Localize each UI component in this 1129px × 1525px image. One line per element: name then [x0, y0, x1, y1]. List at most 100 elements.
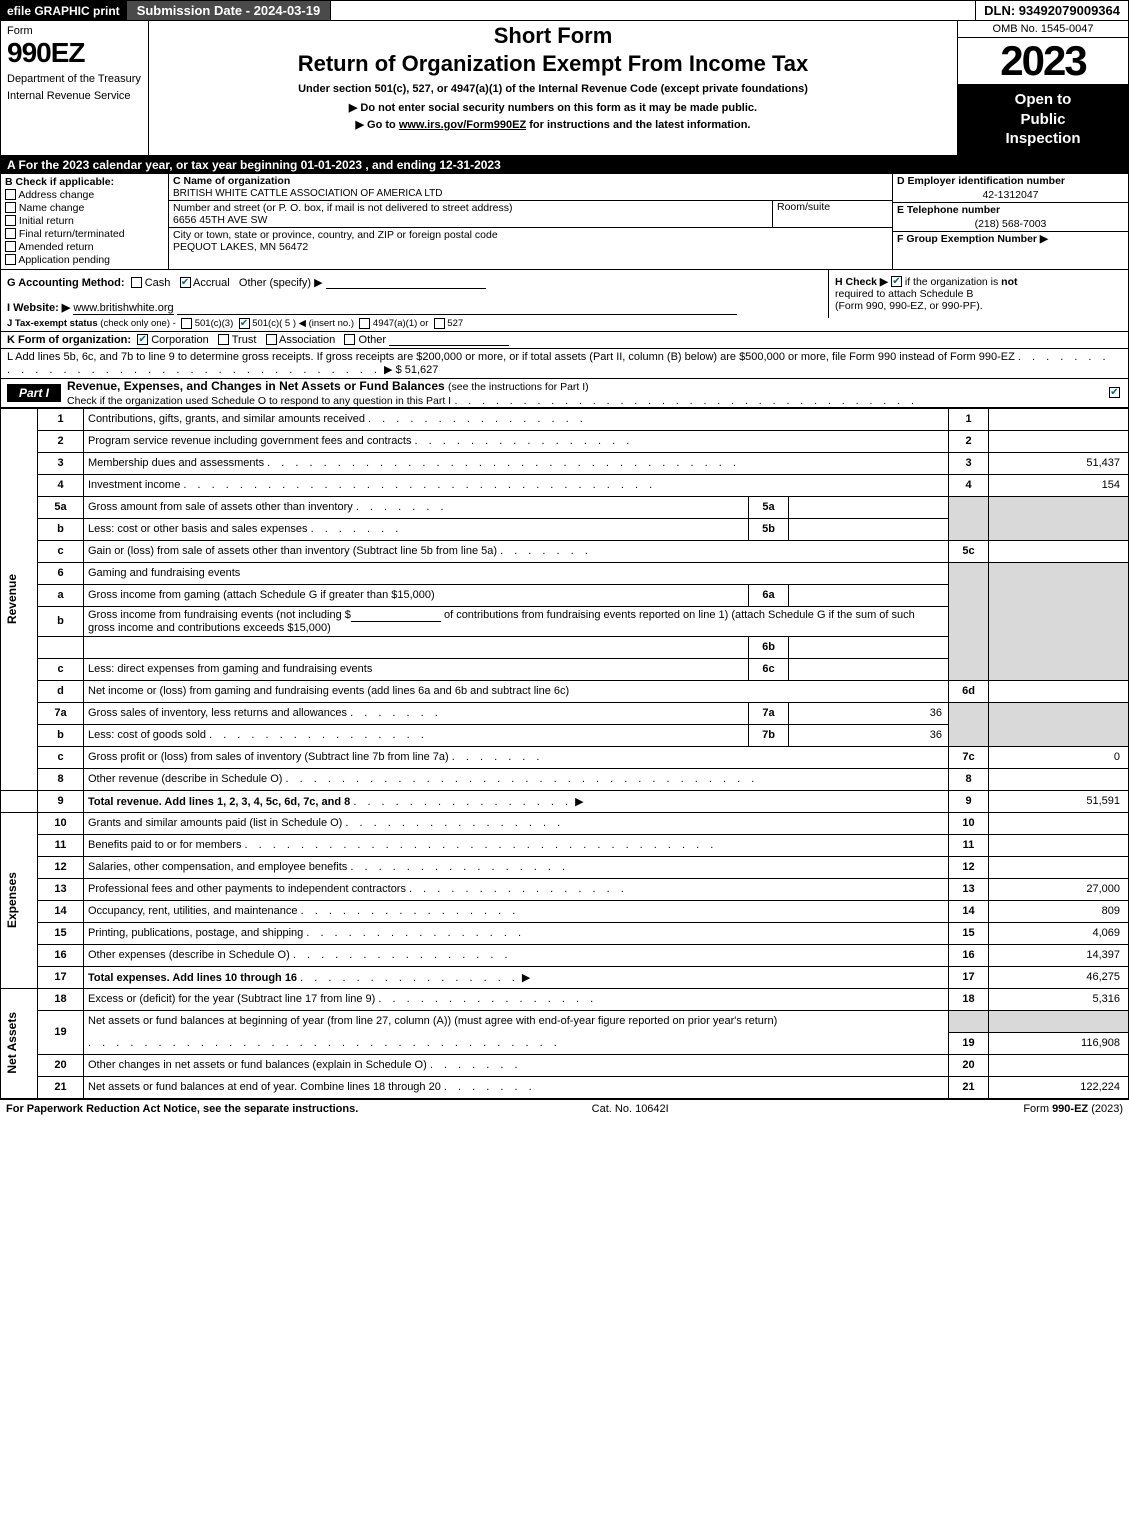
goto-prefix: ▶ Go to — [356, 119, 399, 131]
cb-address-change[interactable]: Address change — [5, 189, 164, 201]
form-header: Form 990EZ Department of the Treasury In… — [0, 21, 1129, 156]
line-18: Net Assets 18Excess or (deficit) for the… — [1, 988, 1129, 1010]
part-1-header: Part I Revenue, Expenses, and Changes in… — [0, 379, 1129, 408]
cb-application-pending[interactable]: Application pending — [5, 254, 164, 266]
line-17: 17Total expenses. Add lines 10 through 1… — [1, 966, 1129, 988]
goto-link-line: ▶ Go to www.irs.gov/Form990EZ for instru… — [155, 118, 951, 131]
form-word: Form — [7, 25, 142, 37]
i-label: I Website: ▶ — [7, 302, 70, 314]
line-20: 20Other changes in net assets or fund ba… — [1, 1054, 1129, 1076]
row-k: K Form of organization: Corporation Trus… — [0, 332, 1129, 349]
phone-value: (218) 568-7003 — [893, 217, 1128, 231]
h-pre: H Check ▶ — [835, 276, 891, 288]
part-1-tag: Part I — [7, 384, 61, 402]
col-c-org: C Name of organization BRITISH WHITE CAT… — [169, 174, 892, 269]
cb-initial-return[interactable]: Initial return — [5, 215, 164, 227]
line-21: 21Net assets or fund balances at end of … — [1, 1076, 1129, 1098]
cb-4947[interactable] — [359, 318, 370, 329]
line-3: 3 Membership dues and assessments . . . … — [1, 452, 1129, 474]
cb-corp[interactable] — [137, 334, 148, 345]
section-b-to-f: B Check if applicable: Address change Na… — [0, 174, 1129, 270]
cb-assoc[interactable] — [266, 334, 277, 345]
part-1-title: Revenue, Expenses, and Changes in Net As… — [67, 379, 1109, 407]
line-14: 14Occupancy, rent, utilities, and mainte… — [1, 900, 1129, 922]
line-7c: c Gross profit or (loss) from sales of i… — [1, 746, 1129, 768]
cb-501c3[interactable] — [181, 318, 192, 329]
open-line1: Open to — [962, 90, 1124, 110]
line-4: 4 Investment income . . . . . . . . . . … — [1, 474, 1129, 496]
cb-h-check[interactable] — [891, 276, 902, 287]
form-title: Return of Organization Exempt From Incom… — [155, 51, 951, 77]
dept-irs: Internal Revenue Service — [7, 90, 142, 103]
f-label: F Group Exemption Number ▶ — [893, 231, 1128, 269]
org-name: BRITISH WHITE CATTLE ASSOCIATION OF AMER… — [173, 188, 442, 199]
line-13: 13Professional fees and other payments t… — [1, 878, 1129, 900]
k-other-input[interactable] — [389, 345, 509, 346]
line-12: 12Salaries, other compensation, and empl… — [1, 856, 1129, 878]
ssn-warning: ▶ Do not enter social security numbers o… — [155, 101, 951, 114]
line-19a: 19Net assets or fund balances at beginni… — [1, 1010, 1129, 1032]
e-label: E Telephone number — [893, 202, 1128, 217]
page-footer: For Paperwork Reduction Act Notice, see … — [0, 1099, 1129, 1118]
cb-final-return[interactable]: Final return/terminated — [5, 228, 164, 240]
b-header: B Check if applicable: — [5, 176, 164, 188]
cb-other-org[interactable] — [344, 334, 355, 345]
c-street-label: Number and street (or P. O. box, if mail… — [173, 202, 512, 214]
tax-year: 2023 — [958, 38, 1128, 84]
l-text: L Add lines 5b, 6c, and 7b to line 9 to … — [7, 351, 1015, 363]
cb-name-change[interactable]: Name change — [5, 202, 164, 214]
website-link[interactable]: www.britishwhite.org — [73, 302, 173, 315]
line-16: 16Other expenses (describe in Schedule O… — [1, 944, 1129, 966]
efile-print-label[interactable]: efile GRAPHIC print — [1, 1, 127, 20]
row-g-h: G Accounting Method: Cash Accrual Other … — [0, 270, 1129, 332]
ein-value: 42-1312047 — [893, 188, 1128, 202]
line-5a: 5a Gross amount from sale of assets othe… — [1, 496, 1129, 518]
cb-527[interactable] — [434, 318, 445, 329]
j-line: J Tax-exempt status (check only one) - 5… — [7, 318, 822, 329]
part-1-checkbox[interactable] — [1109, 387, 1120, 399]
topbar-spacer — [331, 1, 976, 20]
line-2: 2 Program service revenue including gove… — [1, 430, 1129, 452]
header-right-block: OMB No. 1545-0047 2023 Open to Public In… — [958, 21, 1128, 155]
form-number: 990EZ — [7, 37, 142, 69]
expenses-side-label: Expenses — [1, 812, 38, 988]
line-5c: c Gain or (loss) from sale of assets oth… — [1, 540, 1129, 562]
g-other-input[interactable] — [326, 288, 486, 289]
col-b-checkboxes: B Check if applicable: Address change Na… — [1, 174, 169, 269]
short-form-label: Short Form — [155, 23, 951, 49]
cb-trust[interactable] — [218, 334, 229, 345]
c-street-row: Number and street (or P. O. box, if mail… — [169, 201, 892, 228]
l-value: ▶ $ 51,627 — [384, 364, 438, 376]
cb-amended-return[interactable]: Amended return — [5, 241, 164, 253]
open-to-public-box: Open to Public Inspection — [958, 84, 1128, 155]
h-line2: required to attach Schedule B — [835, 288, 973, 300]
k-label: K Form of organization: — [7, 334, 131, 346]
omb-number: OMB No. 1545-0047 — [958, 21, 1128, 38]
line-9: 9 Total revenue. Add lines 1, 2, 3, 4, 5… — [1, 790, 1129, 812]
line-6b-amount-input[interactable] — [351, 609, 441, 622]
g-label: G Accounting Method: — [7, 277, 125, 289]
c-name-row: C Name of organization BRITISH WHITE CAT… — [169, 174, 892, 201]
j-sub: (check only one) - — [100, 318, 176, 329]
footer-form-ref: Form 990-EZ (2023) — [794, 1103, 1123, 1115]
c-city-row: City or town, state or province, country… — [169, 228, 892, 269]
top-bar: efile GRAPHIC print Submission Date - 20… — [0, 0, 1129, 21]
line-19b: . . . . . . . . . . . . . . . . . . . . … — [1, 1032, 1129, 1054]
room-suite-label: Room/suite — [777, 201, 830, 213]
d-label: D Employer identification number — [893, 174, 1128, 188]
cb-accrual[interactable] — [180, 277, 191, 288]
org-street: 6656 45TH AVE SW — [173, 214, 267, 226]
h-line3: (Form 990, 990-EZ, or 990-PF). — [835, 300, 983, 312]
part-1-check-line: Check if the organization used Schedule … — [67, 395, 451, 407]
line-6d: d Net income or (loss) from gaming and f… — [1, 680, 1129, 702]
irs-link[interactable]: www.irs.gov/Form990EZ — [399, 119, 526, 131]
cb-cash[interactable] — [131, 277, 142, 288]
under-section-text: Under section 501(c), 527, or 4947(a)(1)… — [155, 83, 951, 95]
netassets-side-label: Net Assets — [1, 988, 38, 1098]
h-block: H Check ▶ if the organization is not req… — [828, 270, 1128, 318]
line-15: 15Printing, publications, postage, and s… — [1, 922, 1129, 944]
cb-501c[interactable] — [239, 318, 250, 329]
line-1: Revenue 1 Contributions, gifts, grants, … — [1, 408, 1129, 430]
c-city-label: City or town, state or province, country… — [173, 229, 498, 241]
submission-date-label: Submission Date - 2024-03-19 — [127, 1, 332, 20]
